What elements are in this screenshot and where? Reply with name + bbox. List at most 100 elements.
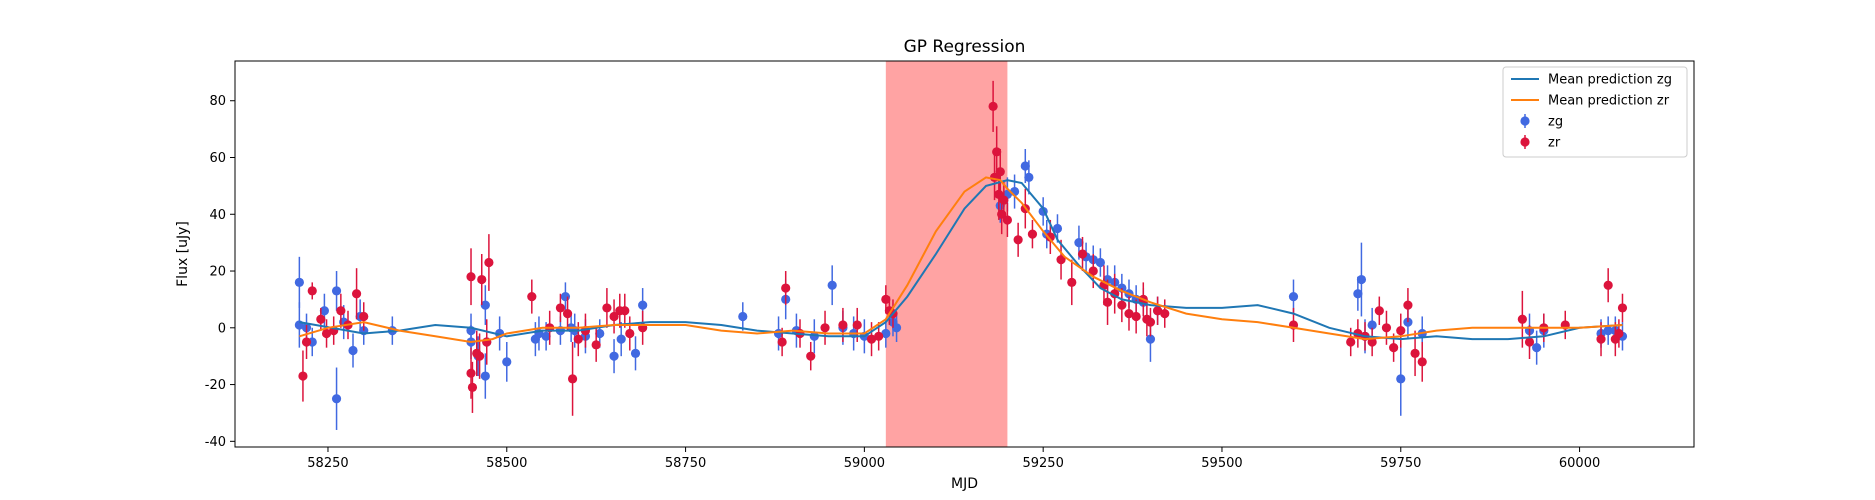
data-point xyxy=(988,101,998,112)
data-point xyxy=(781,283,791,293)
legend-label: Mean prediction zg xyxy=(1548,73,1672,88)
data-point xyxy=(1389,343,1399,353)
data-point xyxy=(1396,326,1406,336)
data-point xyxy=(1517,314,1527,324)
y-tick-label: 80 xyxy=(209,94,226,109)
x-tick-label: 58750 xyxy=(665,456,706,471)
legend-point-swatch xyxy=(1520,116,1530,126)
y-tick-label: 40 xyxy=(209,208,226,223)
data-point xyxy=(348,345,358,356)
data-point xyxy=(1145,317,1156,327)
data-point xyxy=(838,320,848,330)
x-tick-label: 59250 xyxy=(1022,456,1063,471)
data-point xyxy=(321,328,332,339)
data-point xyxy=(1353,289,1363,299)
data-point xyxy=(1102,297,1113,307)
data-point xyxy=(466,368,476,378)
data-point xyxy=(502,357,512,367)
axes-layer: 58250 58500 58750 59000 59250 59500 59750 60000… xyxy=(205,60,1695,471)
data-point xyxy=(852,320,862,330)
data-point xyxy=(1052,223,1063,234)
data-point xyxy=(881,328,891,339)
data-point xyxy=(1160,309,1170,319)
data-point xyxy=(480,371,490,381)
data-point xyxy=(827,280,837,290)
data-point xyxy=(316,314,326,324)
data-point xyxy=(992,147,1002,157)
x-tick-label: 59000 xyxy=(844,456,885,471)
data-point xyxy=(1145,334,1156,344)
legend-label: zr xyxy=(1548,136,1561,151)
data-point xyxy=(467,382,478,392)
data-point xyxy=(881,294,891,305)
data-point xyxy=(1403,300,1413,310)
data-point xyxy=(307,286,317,296)
legend-entry-zr: zr xyxy=(1520,135,1561,151)
x-tick-label: 58500 xyxy=(486,456,527,471)
data-point xyxy=(484,257,494,268)
data-point xyxy=(595,328,605,339)
data-point xyxy=(1013,235,1023,245)
data-point xyxy=(331,286,342,296)
data-point xyxy=(1074,238,1084,248)
data-point xyxy=(609,351,619,361)
data-point xyxy=(336,306,346,316)
data-point xyxy=(1027,229,1038,239)
data-point xyxy=(1288,291,1299,302)
data-point xyxy=(480,300,490,310)
data-point xyxy=(319,306,329,316)
data-point xyxy=(1067,277,1077,287)
data-point xyxy=(1603,326,1613,336)
legend: Mean prediction zg Mean prediction zr zg zr xyxy=(1502,66,1688,158)
data-point xyxy=(527,291,537,302)
data-point xyxy=(738,311,748,322)
data-point xyxy=(1002,215,1013,225)
data-point xyxy=(331,394,342,404)
legend-label: Mean prediction zr xyxy=(1548,94,1670,109)
x-axis-label: MJD xyxy=(951,476,978,492)
x-tick-label: 59750 xyxy=(1380,456,1421,471)
data-point xyxy=(1410,348,1420,358)
data-point xyxy=(573,334,583,344)
data-point xyxy=(1088,266,1098,276)
y-tick-label: -40 xyxy=(205,435,226,450)
data-point xyxy=(298,371,308,381)
legend-point-swatch xyxy=(1520,137,1530,147)
data-point xyxy=(866,334,877,344)
y-tick-label: 60 xyxy=(209,151,226,166)
data-point xyxy=(477,274,487,285)
data-point xyxy=(1614,328,1624,339)
data-point xyxy=(999,195,1009,205)
data-point xyxy=(891,323,902,333)
data-point xyxy=(567,374,578,384)
legend-box xyxy=(1502,66,1688,158)
line-mean-prediction-zg xyxy=(299,179,1623,341)
data-point xyxy=(625,328,635,339)
y-tick-label: 20 xyxy=(209,265,226,280)
data-point xyxy=(820,323,830,333)
x-tick-label: 59500 xyxy=(1201,456,1242,471)
data-point xyxy=(474,351,485,361)
data-point xyxy=(541,331,551,341)
data-point xyxy=(777,337,787,347)
data-point xyxy=(1095,257,1105,268)
data-point xyxy=(1346,337,1356,347)
data-point xyxy=(466,272,476,282)
data-point xyxy=(1056,255,1066,265)
data-point xyxy=(1374,306,1384,316)
data-point xyxy=(1532,343,1542,353)
data-point xyxy=(1524,337,1535,347)
data-point xyxy=(620,306,630,316)
data-point xyxy=(806,351,816,361)
data-point xyxy=(301,337,312,347)
x-tick-label: 58250 xyxy=(307,456,348,471)
data-point xyxy=(874,331,884,341)
data-point xyxy=(1603,280,1613,290)
data-point xyxy=(1045,232,1055,242)
data-point xyxy=(1596,334,1606,344)
shaded-region xyxy=(885,61,1008,447)
data-point xyxy=(995,167,1005,177)
y-axis-label: Flux [uJy] xyxy=(175,221,191,287)
data-point xyxy=(351,289,362,299)
